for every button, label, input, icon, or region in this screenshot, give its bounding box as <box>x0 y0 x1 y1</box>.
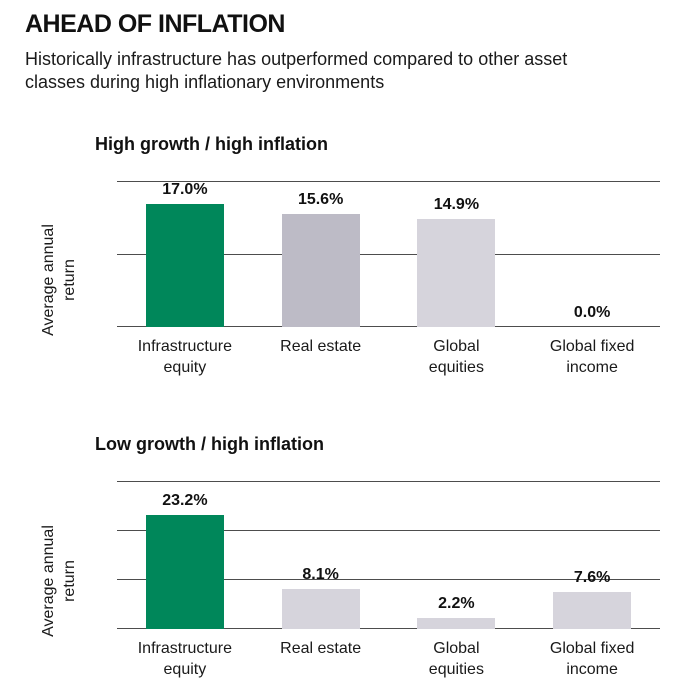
bar-value-label: 0.0% <box>573 304 611 321</box>
bar-value-label: 15.6% <box>297 190 344 208</box>
chart-body: Average annual return 17.0% 15.6% 14.9% 0.0… <box>0 180 687 378</box>
bar <box>553 591 632 629</box>
chart-title: Low growth / high inflation <box>95 434 324 454</box>
gridline-20 <box>117 181 660 182</box>
bar <box>281 589 360 629</box>
bar <box>145 515 224 629</box>
bar-slot: 23.2% <box>117 482 253 629</box>
gridline-20 <box>117 530 660 531</box>
y-axis-label-text: Average annual return <box>39 525 78 637</box>
x-axis-category-label: Global equities <box>428 640 484 678</box>
gridline-0 <box>117 326 660 327</box>
bar-slot: 14.9% <box>389 182 525 327</box>
x-axis-category-label: Global equities <box>428 338 484 376</box>
chart-high-growth-high-inflation: High growth / high inflation Average ann… <box>0 134 687 378</box>
plot-wrap: 17.0% 15.6% 14.9% 0.0% Infrastructure equit… <box>117 180 660 378</box>
y-axis-label: Average annual return <box>0 482 117 680</box>
x-axis-category-label: Global fixed income <box>549 640 635 678</box>
plot-wrap: 23.2% 8.1% 2.2% 7.6% Infrastructure equity R… <box>117 481 660 680</box>
x-axis-category-label: Real estate <box>280 640 362 657</box>
bar <box>281 213 360 327</box>
bar <box>145 203 224 327</box>
chart-title: High growth / high inflation <box>95 134 328 154</box>
gridline-10 <box>117 579 660 580</box>
bar <box>417 618 496 629</box>
bar-value-label: 23.2% <box>162 492 208 510</box>
bar-slot: 17.0% <box>117 180 253 327</box>
gridline-10 <box>117 253 660 255</box>
bar-value-label: 14.9% <box>433 195 480 213</box>
x-axis-labels: Infrastructure equity Real estate Global e… <box>117 336 660 378</box>
gridline-30 <box>117 481 660 482</box>
x-axis-category-label: Infrastructure equity <box>137 640 232 678</box>
plot-area: 17.0% 15.6% 14.9% 0.0% <box>117 180 660 327</box>
bar-value-label: 8.1% <box>302 566 339 584</box>
page-title: AHEAD OF INFLATION <box>25 10 285 38</box>
bar-value-label: 7.6% <box>573 568 611 586</box>
chart-low-growth-high-inflation: Low growth / high inflation Average annu… <box>0 434 687 680</box>
page-header: AHEAD OF INFLATION Historically infrastr… <box>0 0 687 94</box>
x-axis-category-label: Infrastructure equity <box>137 338 232 376</box>
bar-slot: 15.6% <box>253 182 389 327</box>
bar-slot: 2.2% <box>389 482 525 629</box>
plot-area: 23.2% 8.1% 2.2% 7.6% <box>117 481 660 629</box>
bar <box>417 218 496 327</box>
y-axis-label: Average annual return <box>0 182 117 378</box>
bar-value-label: 17.0% <box>162 180 208 198</box>
bar-slot: 8.1% <box>253 482 389 629</box>
gridline-0 <box>117 628 660 629</box>
x-axis-category-label: Global fixed income <box>549 338 635 376</box>
page-subtitle: Historically infrastructure has outperfo… <box>25 49 568 92</box>
x-axis-category-label: Real estate <box>280 338 362 355</box>
bar-slot: 0.0% <box>524 182 660 327</box>
x-axis-labels: Infrastructure equity Real estate Global e… <box>117 638 660 680</box>
bar-value-label: 2.2% <box>438 595 475 613</box>
y-axis-label-text: Average annual return <box>39 224 78 336</box>
chart-body: Average annual return 23.2% 8.1% 2.2% 7.6% … <box>0 481 687 680</box>
bar-slot: 7.6% <box>524 482 660 629</box>
